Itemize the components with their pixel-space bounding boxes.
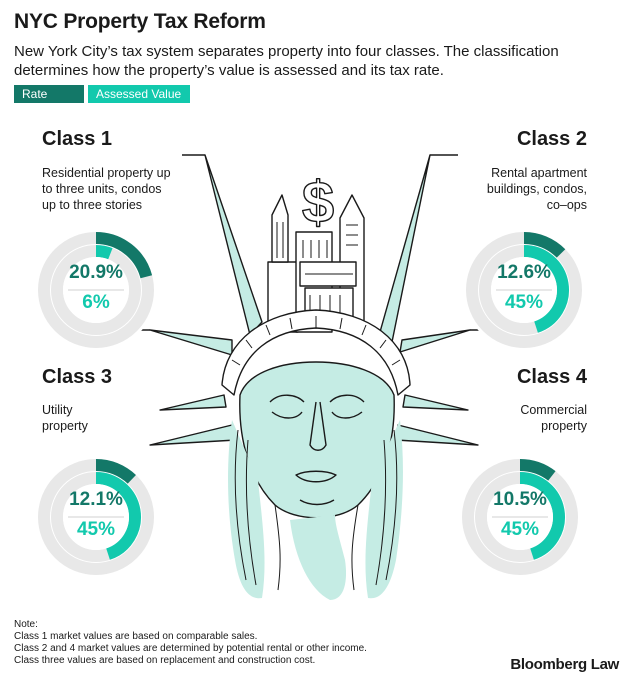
- class-1-assessed-label: 6%: [82, 292, 110, 313]
- legend: Rate Assessed Value: [14, 85, 194, 103]
- page-title: NYC Property Tax Reform: [14, 10, 266, 33]
- class-4-values: 10.5% 45%: [475, 489, 565, 541]
- note-line: Class 1 market values are based on compa…: [14, 631, 258, 642]
- class-4-desc-line: property: [541, 419, 587, 433]
- notes-label: Note:: [14, 619, 38, 630]
- class-3-desc-line: Utility: [42, 403, 73, 417]
- statue-of-liberty-head-icon: $: [130, 154, 492, 600]
- class-2-assessed-arc: [523, 245, 569, 333]
- legend-rate-label: Rate: [22, 87, 48, 101]
- class-3-description: Utility property: [42, 402, 88, 434]
- class-2-heading: Class 2: [516, 128, 587, 150]
- class-1-desc-line: up to three stories: [42, 198, 143, 212]
- class-4-assessed-label: 45%: [500, 519, 540, 540]
- class-3-values: 12.1% 45%: [51, 489, 141, 541]
- note-line: Class 2 and 4 market values are determin…: [14, 643, 367, 654]
- donut-charts: [35, 229, 585, 578]
- class-2-desc-line: buildings, condos,: [486, 182, 587, 196]
- class-2-desc-line: co–ops: [546, 198, 587, 212]
- class-4-rate-label: 10.5%: [493, 489, 547, 510]
- class-3-desc-line: property: [42, 419, 88, 433]
- class-2-rate-label: 12.6%: [497, 262, 551, 283]
- class-2-assessed-label: 45%: [504, 292, 544, 313]
- class-2-values: 12.6% 45%: [479, 262, 569, 314]
- class-1-assessed-arc: [95, 245, 113, 260]
- class-3-rate-label: 12.1%: [69, 489, 123, 510]
- class-2-rate-arc: [523, 232, 566, 258]
- class-1-desc-line: to three units, condos: [42, 182, 162, 196]
- class-1-rate-label: 20.9%: [69, 262, 123, 283]
- class-3-assessed-arc: [95, 472, 141, 560]
- legend-assessed-value: Assessed Value: [88, 85, 190, 103]
- class-1-rate-arc: [95, 232, 153, 279]
- notes: Note: Class 1 market values are based on…: [14, 619, 367, 667]
- class-4-desc-line: Commercial: [520, 403, 587, 417]
- legend-assessed-label: Assessed Value: [96, 87, 182, 101]
- class-3-rate-arc: [95, 459, 136, 484]
- class-2-description: Rental apartment buildings, condos, co–o…: [487, 165, 587, 213]
- note-line: Class three values are based on replacem…: [14, 655, 316, 666]
- svg-text:$: $: [302, 170, 334, 235]
- legend-rate: Rate: [14, 85, 84, 103]
- class-4-rate-arc: [519, 459, 556, 481]
- class-2-desc-line: Rental apartment: [491, 166, 587, 180]
- class-1-description: Residential property up to three units, …: [42, 165, 171, 213]
- bloomberg-law-logo: Bloomberg Law: [510, 656, 619, 673]
- class-4-description: Commercial property: [520, 402, 587, 434]
- class-3-heading: Class 3: [42, 366, 113, 388]
- page-subtitle: New York City’s tax system separates pro…: [14, 43, 559, 79]
- class-3-assessed-label: 45%: [76, 519, 116, 540]
- class-1-heading: Class 1: [42, 128, 113, 150]
- class-4-assessed-arc: [519, 472, 565, 560]
- class-4-heading: Class 4: [516, 366, 587, 388]
- class-1-desc-line: Residential property up: [42, 166, 171, 180]
- class-1-values: 20.9% 6%: [51, 262, 141, 314]
